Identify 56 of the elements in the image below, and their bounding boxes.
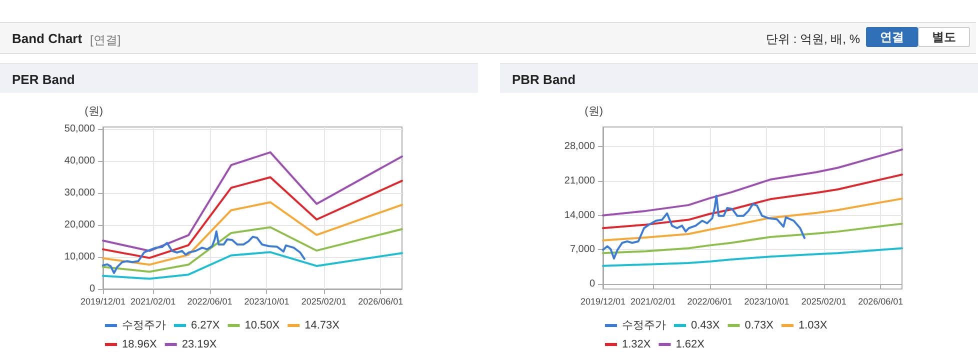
y-tick-label: 7,000 bbox=[570, 244, 596, 256]
y-tick-label: 50,000 bbox=[64, 123, 96, 134]
legend-label: 0.73X bbox=[744, 320, 774, 332]
chart-title: PBR Band bbox=[512, 72, 576, 87]
text: 연결 bbox=[866, 27, 918, 47]
y-tick-label: 30,000 bbox=[64, 187, 96, 198]
x-tick-label: 2019/12/01 bbox=[80, 296, 126, 306]
legend-label: 수정주가 bbox=[622, 320, 666, 332]
text: 단위 : 억원, 배, % bbox=[766, 31, 860, 48]
legend-label: 6.27X bbox=[191, 320, 220, 332]
legend-label: 1.32X bbox=[622, 338, 652, 350]
text: 별도 bbox=[918, 27, 970, 47]
y-axis-title: (원) bbox=[584, 106, 603, 118]
line-series bbox=[602, 222, 903, 254]
x-tick-label: 2019/12/01 bbox=[580, 296, 626, 306]
legend-label: 23.19X bbox=[182, 338, 218, 350]
y-tick-label: 0 bbox=[89, 284, 96, 294]
legend-label: 1.62X bbox=[676, 338, 706, 350]
x-tick-label: 2026/06/01 bbox=[858, 296, 904, 306]
legend-label: 1.03X bbox=[798, 320, 828, 332]
line-series bbox=[102, 251, 403, 280]
x-tick-label: 2021/02/01 bbox=[130, 296, 176, 306]
line-series bbox=[602, 247, 903, 267]
legend-label: 10.50X bbox=[244, 320, 280, 332]
line-series bbox=[602, 148, 903, 216]
line-series bbox=[102, 226, 403, 273]
x-tick-label: 2023/10/01 bbox=[744, 296, 790, 306]
legend-label: 14.73X bbox=[304, 320, 340, 332]
y-tick-label: 40,000 bbox=[64, 155, 96, 166]
y-tick-label: 28,000 bbox=[564, 141, 596, 152]
legend-label: 18.96X bbox=[122, 338, 158, 350]
y-tick-label: 0 bbox=[589, 278, 596, 290]
x-tick-label: 2026/06/01 bbox=[358, 296, 404, 306]
y-tick-label: 10,000 bbox=[64, 251, 96, 262]
x-tick-label: 2022/06/01 bbox=[187, 296, 232, 306]
y-axis-title: (원) bbox=[84, 106, 103, 118]
line-series bbox=[602, 194, 806, 260]
x-tick-label: 2025/02/01 bbox=[801, 296, 846, 306]
text: Band Chart bbox=[12, 31, 82, 46]
chart-title: PER Band bbox=[12, 72, 75, 87]
line-series bbox=[102, 201, 403, 266]
y-tick-label: 21,000 bbox=[564, 176, 596, 186]
line-series bbox=[102, 230, 306, 274]
x-tick-label: 2021/02/01 bbox=[630, 296, 676, 306]
x-tick-label: 2022/06/01 bbox=[687, 296, 732, 306]
line-series bbox=[602, 198, 903, 242]
line-series bbox=[602, 174, 903, 230]
y-tick-label: 20,000 bbox=[64, 219, 96, 230]
line-series bbox=[102, 176, 403, 259]
line-series bbox=[102, 151, 403, 252]
x-tick-label: 2025/02/01 bbox=[301, 296, 346, 306]
text: [연결] bbox=[90, 32, 121, 49]
x-tick-label: 2023/10/01 bbox=[244, 296, 290, 306]
y-tick-label: 14,000 bbox=[564, 210, 596, 221]
legend-label: 0.43X bbox=[691, 320, 720, 332]
legend-label: 수정주가 bbox=[122, 320, 166, 332]
